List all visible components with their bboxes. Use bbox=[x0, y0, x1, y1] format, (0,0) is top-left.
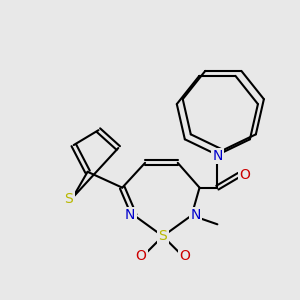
Text: O: O bbox=[240, 168, 250, 182]
Text: S: S bbox=[158, 229, 167, 243]
Text: O: O bbox=[136, 249, 146, 263]
Text: S: S bbox=[64, 191, 73, 206]
Text: N: N bbox=[125, 208, 135, 222]
Text: O: O bbox=[179, 249, 190, 263]
Text: N: N bbox=[190, 208, 201, 222]
Text: N: N bbox=[212, 149, 223, 163]
